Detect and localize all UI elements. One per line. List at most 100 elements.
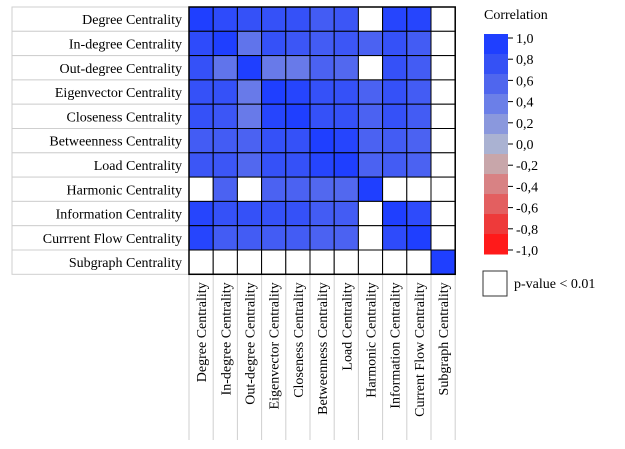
- heatmap-cell: [430, 103, 456, 129]
- heatmap-cell: [309, 225, 335, 251]
- heatmap-cell: [382, 79, 408, 105]
- pvalue-swatch: [482, 270, 508, 297]
- legend-tick-label: 0,8: [516, 53, 534, 68]
- heatmap-cell: [188, 200, 214, 227]
- heatmap-cell: [357, 55, 384, 81]
- heatmap-cell: [406, 79, 432, 105]
- row-label-box: [11, 176, 190, 202]
- heatmap-cell: [212, 176, 238, 202]
- heatmap-cell: [212, 249, 238, 275]
- heatmap-cell: [333, 79, 359, 105]
- heatmap-cell: [261, 176, 287, 202]
- heatmap-cell: [309, 79, 335, 105]
- row-label-box: [11, 225, 190, 251]
- heatmap-cell: [309, 30, 335, 57]
- column-label: Harmonic Centrality: [365, 282, 380, 397]
- heatmap-cell: [236, 30, 263, 57]
- heatmap-cell: [333, 225, 359, 251]
- heatmap-cell: [309, 152, 335, 178]
- heatmap-cell: [406, 152, 432, 178]
- heatmap-cell: [212, 79, 238, 105]
- heatmap-cell: [309, 6, 335, 32]
- heatmap-cell: [188, 176, 214, 202]
- heatmap-cell: [212, 103, 238, 129]
- heatmap-cell: [333, 30, 359, 57]
- heatmap-cell: [261, 200, 287, 227]
- heatmap-cell: [236, 79, 263, 105]
- heatmap-cell: [430, 176, 456, 202]
- heatmap-cell: [285, 200, 311, 227]
- heatmap-cell: [188, 128, 214, 154]
- row-label: Harmonic Centrality: [67, 183, 182, 198]
- row-label: Information Centrality: [56, 208, 182, 223]
- heatmap-cell: [236, 6, 263, 32]
- row-label-box: [11, 30, 190, 57]
- heatmap-cell: [357, 128, 384, 154]
- heatmap-cell: [382, 6, 408, 32]
- heatmap-cell: [236, 225, 263, 251]
- column-label: Betweenness Centrality: [316, 282, 331, 415]
- heatmap-cell: [430, 79, 456, 105]
- legend-swatch: [484, 94, 508, 115]
- heatmap-cell: [285, 176, 311, 202]
- heatmap-cell: [261, 55, 287, 81]
- legend-swatch: [484, 214, 508, 235]
- heatmap-cell: [261, 103, 287, 129]
- heatmap-cell: [382, 55, 408, 81]
- heatmap-cell: [212, 128, 238, 154]
- heatmap-cell: [236, 152, 263, 178]
- heatmap-cell: [212, 200, 238, 227]
- legend-tick-label: 0,4: [516, 96, 534, 111]
- heatmap-cell: [430, 6, 456, 32]
- row-label: Betweenness Centrality: [49, 135, 182, 150]
- heatmap-cell: [285, 79, 311, 105]
- heatmap-cell: [309, 128, 335, 154]
- heatmap-cell: [406, 176, 432, 202]
- legend-tick-label: 0,2: [516, 117, 534, 132]
- heatmap-cell: [309, 55, 335, 81]
- heatmap-cell: [406, 103, 432, 129]
- column-label: Information Centrality: [389, 282, 404, 408]
- column-label: Out-degree Centrality: [244, 282, 259, 404]
- heatmap-cell: [333, 103, 359, 129]
- legend-swatch: [484, 74, 508, 95]
- heatmap-cell: [309, 249, 335, 275]
- legend-tick-label: 0,0: [516, 138, 534, 153]
- heatmap-cell: [357, 225, 384, 251]
- heatmap-cell: [333, 249, 359, 275]
- heatmap-cell: [309, 103, 335, 129]
- legend-swatch: [484, 174, 508, 195]
- heatmap-cell: [261, 152, 287, 178]
- column-label: Load Centrality: [340, 282, 355, 370]
- column-label: Degree Centrality: [195, 282, 210, 382]
- heatmap-cell: [430, 152, 456, 178]
- heatmap-cell: [285, 128, 311, 154]
- row-label: In-degree Centrality: [69, 37, 182, 52]
- legend-swatch: [484, 134, 508, 155]
- row-label-box: [11, 6, 190, 32]
- heatmap-cell: [430, 249, 456, 275]
- legend-colorbar: [484, 34, 508, 255]
- heatmap-cell: [333, 176, 359, 202]
- row-label: Closeness Centrality: [67, 110, 183, 125]
- heatmap-cell: [188, 79, 214, 105]
- legend-swatch: [484, 34, 508, 55]
- heatmap-cell: [188, 30, 214, 57]
- heatmap-cell: [430, 30, 456, 57]
- heatmap-cell: [357, 152, 384, 178]
- heatmap-cell: [382, 152, 408, 178]
- heatmap-cell: [333, 128, 359, 154]
- column-label: In-degree Centrality: [219, 282, 234, 395]
- row-label: Degree Centrality: [82, 13, 182, 28]
- heatmap-cell: [261, 128, 287, 154]
- column-label: Subgraph Centrality: [437, 282, 452, 395]
- heatmap-cell: [285, 55, 311, 81]
- legend-swatch: [484, 54, 508, 75]
- heatmap-cell: [382, 225, 408, 251]
- heatmap-cell: [406, 200, 432, 227]
- heatmap-cell: [261, 249, 287, 275]
- heatmap-cell: [406, 30, 432, 57]
- heatmap-cell: [309, 176, 335, 202]
- heatmap-cell: [188, 55, 214, 81]
- heatmap-cell: [309, 200, 335, 227]
